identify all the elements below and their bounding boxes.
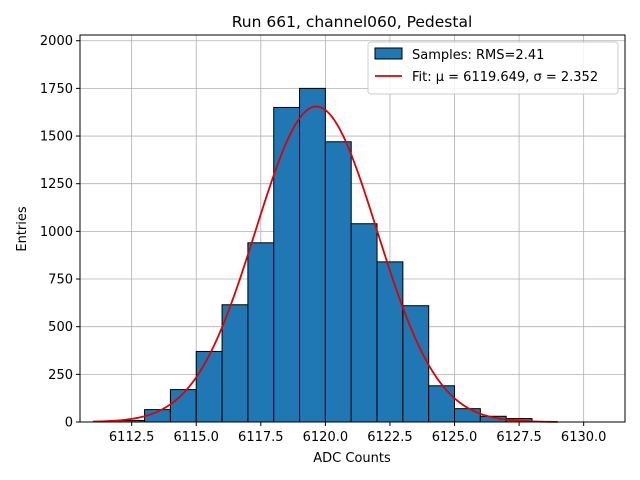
histogram-bar — [195, 350, 223, 423]
y-tick-label: 1000 — [40, 225, 73, 240]
x-axis-ticks: 6112.5 6115.0 6117.5 6120.0 6122.5 6125.0 6127… — [109, 422, 607, 445]
x-axis-label: ADC Counts — [313, 451, 391, 466]
fit-curve-layer — [92, 105, 558, 423]
histogram-bars — [118, 87, 533, 423]
histogram-bar — [247, 242, 275, 423]
legend-swatch-samples — [374, 47, 403, 60]
histogram-bar — [454, 408, 481, 423]
y-tick-label: 1500 — [40, 130, 73, 145]
y-tick-label: 500 — [48, 320, 73, 335]
x-tick-label: 6127.5 — [496, 430, 542, 445]
histogram-bar — [350, 223, 378, 423]
y-tick-label: 750 — [48, 273, 73, 288]
y-tick-label: 250 — [48, 368, 73, 383]
x-tick-label: 6130.0 — [561, 430, 607, 445]
y-axis-label: Entries — [15, 206, 30, 252]
histogram-bar — [299, 87, 326, 423]
histogram-bar — [324, 141, 352, 423]
legend-label-fit: Fit: μ = 6119.649, σ = 2.352 — [412, 70, 598, 85]
histogram-bar — [221, 304, 249, 423]
legend-box — [367, 41, 619, 95]
y-tick-label: 1250 — [40, 177, 73, 192]
x-tick-label: 6120.0 — [303, 430, 349, 445]
x-tick-label: 6115.0 — [173, 430, 219, 445]
legend-label-samples: Samples: RMS=2.41 — [412, 48, 544, 63]
x-tick-label: 6112.5 — [109, 430, 155, 445]
x-tick-label: 6117.5 — [238, 430, 284, 445]
histogram-bar — [402, 305, 430, 423]
y-tick-label: 2000 — [40, 34, 73, 49]
y-tick-label: 1750 — [40, 82, 73, 97]
histogram-bar — [376, 261, 404, 423]
x-tick-label: 6125.0 — [432, 430, 478, 445]
x-tick-label: 6122.5 — [367, 430, 413, 445]
chart-title: Run 661, channel060, Pedestal — [232, 13, 473, 31]
y-axis-ticks: 0 250 500 750 1000 1250 1500 1750 2000 — [40, 34, 80, 431]
fit-curve — [92, 105, 558, 423]
histogram-bar — [273, 106, 301, 423]
plot-frame — [79, 34, 626, 423]
histogram-bar — [428, 385, 456, 423]
legend: Samples: RMS=2.41 Fit: μ = 6119.649, σ =… — [367, 41, 619, 95]
y-tick-label: 0 — [65, 416, 73, 431]
